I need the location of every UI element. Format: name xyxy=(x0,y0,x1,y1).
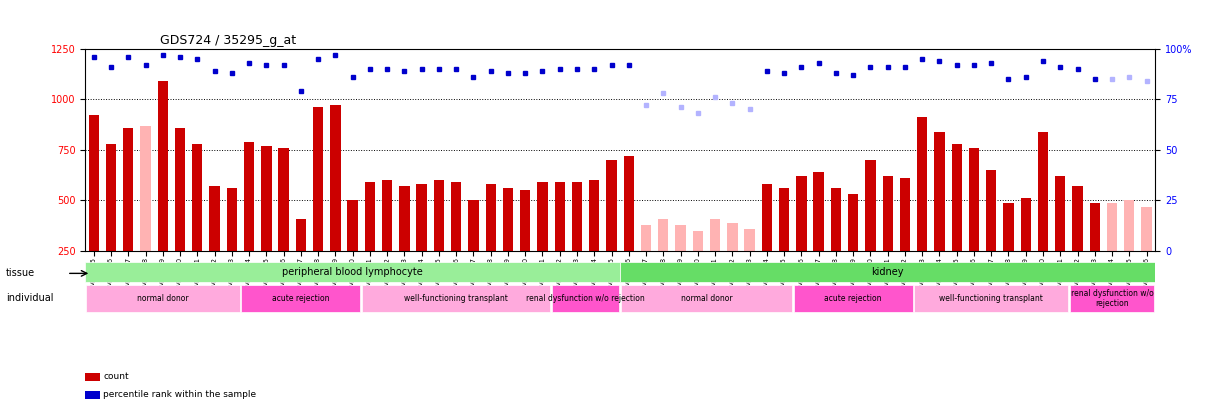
Text: well-functioning transplant: well-functioning transplant xyxy=(404,294,508,303)
Bar xyxy=(331,105,340,251)
Bar xyxy=(123,128,134,251)
Text: renal dysfunction w/o rejection: renal dysfunction w/o rejection xyxy=(527,294,644,303)
Bar xyxy=(744,229,755,251)
Bar xyxy=(572,182,582,251)
Text: count: count xyxy=(103,372,129,381)
FancyBboxPatch shape xyxy=(241,285,360,312)
Bar xyxy=(727,223,738,251)
Bar xyxy=(451,182,461,251)
Bar xyxy=(624,156,634,251)
Bar xyxy=(883,176,893,251)
Bar xyxy=(1073,186,1082,251)
Bar xyxy=(934,132,945,251)
Bar xyxy=(106,144,117,251)
Bar xyxy=(1142,207,1152,251)
Bar xyxy=(278,148,288,251)
Bar xyxy=(365,182,375,251)
Bar xyxy=(814,172,823,251)
Bar xyxy=(710,219,720,251)
Text: acute rejection: acute rejection xyxy=(272,294,330,303)
Bar xyxy=(261,146,271,251)
FancyBboxPatch shape xyxy=(85,262,620,282)
Bar xyxy=(1020,198,1031,251)
Bar xyxy=(192,144,203,251)
Bar xyxy=(917,117,928,251)
Bar xyxy=(1107,202,1118,251)
Bar xyxy=(295,219,306,251)
Bar xyxy=(226,188,237,251)
FancyBboxPatch shape xyxy=(362,285,551,312)
Bar xyxy=(693,231,703,251)
Bar xyxy=(848,194,858,251)
Bar xyxy=(434,180,444,251)
Bar xyxy=(779,188,789,251)
Bar xyxy=(952,144,962,251)
Bar xyxy=(485,184,496,251)
Bar xyxy=(417,184,427,251)
FancyBboxPatch shape xyxy=(1070,285,1154,312)
Bar xyxy=(675,225,686,251)
Text: individual: individual xyxy=(6,293,54,303)
Bar xyxy=(140,126,151,251)
Bar xyxy=(831,188,841,251)
Text: GDS724 / 35295_g_at: GDS724 / 35295_g_at xyxy=(161,34,297,47)
Text: percentile rank within the sample: percentile rank within the sample xyxy=(103,390,257,399)
Bar xyxy=(641,225,652,251)
Bar xyxy=(607,160,617,251)
Bar xyxy=(348,200,358,251)
Text: kidney: kidney xyxy=(872,267,903,277)
FancyBboxPatch shape xyxy=(552,285,619,312)
Text: well-functioning transplant: well-functioning transplant xyxy=(939,294,1043,303)
Bar xyxy=(1090,202,1100,251)
Bar xyxy=(1055,176,1065,251)
Bar xyxy=(382,180,393,251)
Bar xyxy=(796,176,806,251)
Text: normal donor: normal donor xyxy=(681,294,732,303)
Bar xyxy=(502,188,513,251)
Bar xyxy=(1003,202,1014,251)
FancyBboxPatch shape xyxy=(621,285,792,312)
Bar xyxy=(244,142,254,251)
Bar xyxy=(158,81,168,251)
FancyBboxPatch shape xyxy=(86,285,240,312)
Bar xyxy=(175,128,185,251)
Bar xyxy=(866,160,876,251)
Bar xyxy=(520,190,530,251)
Bar xyxy=(900,178,910,251)
Text: acute rejection: acute rejection xyxy=(824,294,882,303)
Bar xyxy=(658,219,669,251)
Text: normal donor: normal donor xyxy=(137,294,188,303)
FancyBboxPatch shape xyxy=(620,262,1155,282)
Bar xyxy=(209,186,220,251)
Text: renal dysfunction w/o
rejection: renal dysfunction w/o rejection xyxy=(1070,289,1154,308)
Bar xyxy=(554,182,565,251)
Bar xyxy=(1124,200,1135,251)
Bar xyxy=(761,184,772,251)
Bar xyxy=(313,107,323,251)
FancyBboxPatch shape xyxy=(794,285,913,312)
Bar xyxy=(986,170,996,251)
Text: tissue: tissue xyxy=(6,269,35,278)
Bar xyxy=(537,182,547,251)
Bar xyxy=(1037,132,1048,251)
Text: peripheral blood lymphocyte: peripheral blood lymphocyte xyxy=(282,267,423,277)
Bar xyxy=(589,180,599,251)
Bar xyxy=(399,186,410,251)
Bar xyxy=(969,148,979,251)
Bar xyxy=(89,115,98,251)
Bar xyxy=(468,200,479,251)
FancyBboxPatch shape xyxy=(914,285,1068,312)
